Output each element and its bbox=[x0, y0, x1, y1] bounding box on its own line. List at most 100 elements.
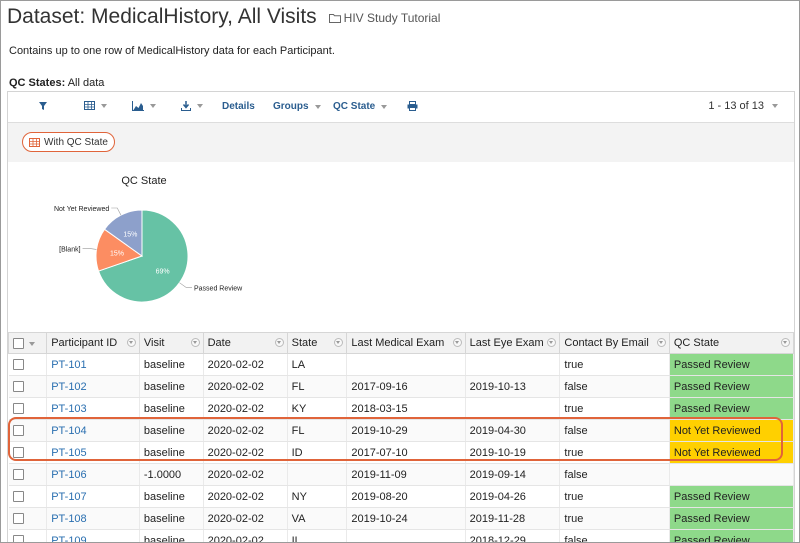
participant-link[interactable]: PT-105 bbox=[51, 446, 87, 459]
column-header-label: Last Medical Exam bbox=[351, 337, 445, 349]
table-cell: PT-108 bbox=[46, 507, 140, 530]
table-cell: 2018-12-29 bbox=[465, 529, 561, 542]
qc-state-label: QC State bbox=[333, 101, 376, 112]
qc-state-cell: Passed Review bbox=[669, 485, 795, 508]
table-cell: 2019-09-14 bbox=[465, 463, 561, 486]
column-header[interactable]: Date bbox=[202, 332, 288, 354]
groups-button[interactable]: Groups bbox=[273, 101, 321, 112]
column-header[interactable]: State bbox=[286, 332, 348, 354]
column-menu-icon[interactable] bbox=[547, 338, 557, 347]
select-all-header[interactable] bbox=[7, 332, 48, 354]
row-checkbox[interactable] bbox=[12, 469, 24, 481]
table-row: PT-109 baseline 2020-02-02 IL 2018-12-29 fals… bbox=[8, 529, 795, 543]
column-header[interactable]: Last Eye Exam bbox=[464, 332, 561, 354]
chevron-down-icon bbox=[772, 104, 778, 108]
view-pill-label: With QC State bbox=[44, 136, 108, 148]
participant-link[interactable]: PT-109 bbox=[51, 534, 87, 543]
column-header-label: QC State bbox=[673, 337, 720, 349]
column-header[interactable]: Last Medical Exam bbox=[346, 332, 466, 354]
table-cell: 2017-09-16 bbox=[346, 375, 466, 398]
row-select-cell bbox=[8, 419, 48, 442]
column-menu-icon[interactable] bbox=[190, 338, 200, 347]
title-row: Dataset: MedicalHistory, All Visits HIV … bbox=[7, 5, 440, 31]
pie-percent-label: 15% bbox=[110, 250, 124, 257]
table-cell: PT-106 bbox=[46, 463, 140, 486]
table-cell: PT-109 bbox=[46, 529, 140, 543]
chevron-down-icon bbox=[381, 104, 388, 109]
table-cell: 2018-03-15 bbox=[346, 397, 466, 420]
column-header[interactable]: Participant ID bbox=[46, 332, 140, 354]
column-menu-icon[interactable] bbox=[656, 338, 666, 347]
column-menu-icon[interactable] bbox=[781, 338, 790, 347]
row-checkbox[interactable] bbox=[12, 381, 24, 393]
chevron-down-icon[interactable] bbox=[29, 342, 36, 346]
row-select-cell bbox=[8, 353, 48, 376]
select-all-checkbox[interactable] bbox=[13, 337, 24, 349]
row-checkbox[interactable] bbox=[12, 359, 24, 371]
charts-button[interactable] bbox=[132, 101, 156, 111]
chevron-down-icon bbox=[101, 103, 107, 108]
table-cell: 2020-02-02 bbox=[203, 485, 288, 508]
table-cell: true bbox=[559, 441, 670, 464]
table-cell: baseline bbox=[139, 353, 204, 376]
table-cell: 2020-02-02 bbox=[203, 353, 288, 376]
column-header-label: Contact By Email bbox=[564, 337, 649, 349]
pie-slice[interactable] bbox=[103, 209, 143, 257]
grid-icon bbox=[84, 101, 95, 110]
participant-link[interactable]: PT-106 bbox=[51, 468, 87, 481]
qc-state-cell: Passed Review bbox=[669, 375, 795, 398]
participant-link[interactable]: PT-102 bbox=[51, 380, 87, 393]
folder-link[interactable]: HIV Study Tutorial bbox=[328, 11, 441, 25]
column-header[interactable]: Contact By Email bbox=[559, 332, 670, 354]
row-checkbox[interactable] bbox=[12, 491, 24, 503]
table-row: PT-102 baseline 2020-02-02 FL 2017-09-16 2019… bbox=[8, 375, 795, 398]
table-row: PT-101 baseline 2020-02-02 LA true Passed Rev… bbox=[8, 353, 795, 376]
table-cell: 2017-07-10 bbox=[346, 441, 466, 464]
row-select-cell bbox=[8, 375, 48, 398]
column-header[interactable]: Visit bbox=[138, 332, 204, 354]
table-cell: true bbox=[559, 353, 670, 376]
row-select-cell bbox=[8, 485, 48, 508]
column-header-label: Date bbox=[207, 337, 231, 349]
table-row: PT-106 -1.0000 2020-02-02 2019-11-09 2019-09… bbox=[8, 463, 795, 486]
row-checkbox[interactable] bbox=[12, 425, 24, 437]
pager[interactable]: 1 - 13 of 13 bbox=[708, 100, 778, 112]
table-cell bbox=[465, 397, 561, 420]
folder-link-label: HIV Study Tutorial bbox=[343, 11, 441, 25]
participant-link[interactable]: PT-103 bbox=[51, 402, 87, 415]
pager-label: 1 - 13 of 13 bbox=[708, 100, 764, 112]
table-cell: baseline bbox=[139, 529, 204, 542]
view-filter-pill[interactable]: With QC State bbox=[22, 132, 115, 152]
print-button[interactable] bbox=[407, 101, 418, 111]
table-cell bbox=[465, 353, 561, 376]
row-checkbox[interactable] bbox=[12, 403, 24, 415]
participant-link[interactable]: PT-107 bbox=[51, 490, 87, 503]
column-menu-icon[interactable] bbox=[126, 338, 136, 347]
participant-link[interactable]: PT-104 bbox=[51, 424, 87, 437]
grid-toolbar: Details Groups QC State 1 - 13 of 13 bbox=[8, 92, 794, 123]
qc-state-button[interactable]: QC State bbox=[333, 101, 388, 112]
participant-link[interactable]: PT-101 bbox=[51, 358, 87, 371]
column-menu-icon[interactable] bbox=[274, 338, 284, 347]
participant-link[interactable]: PT-108 bbox=[51, 512, 87, 525]
filter-button[interactable] bbox=[38, 101, 48, 111]
details-button[interactable]: Details bbox=[222, 101, 255, 112]
column-header[interactable]: QC State bbox=[668, 332, 795, 354]
row-checkbox[interactable] bbox=[12, 513, 24, 525]
table-row: PT-103 baseline 2020-02-02 KY 2018-03-15 true… bbox=[8, 397, 795, 420]
export-button[interactable] bbox=[181, 101, 203, 111]
table-cell: 2019-10-29 bbox=[346, 419, 466, 442]
grid-views-button[interactable] bbox=[84, 101, 107, 110]
qc-states: QC States: All data bbox=[9, 77, 104, 89]
qc-state-cell bbox=[669, 463, 795, 486]
row-select-cell bbox=[8, 441, 48, 464]
table-cell: PT-101 bbox=[46, 353, 140, 376]
qc-state-chart: QC State 69% Passed Review 15% [Blank] 15% No… bbox=[8, 162, 794, 332]
pie-slice-label: Passed Review bbox=[194, 285, 243, 292]
table-cell: PT-103 bbox=[46, 397, 140, 420]
column-menu-icon[interactable] bbox=[452, 338, 462, 347]
row-checkbox[interactable] bbox=[12, 447, 24, 459]
row-checkbox[interactable] bbox=[12, 535, 24, 542]
table-cell: PT-105 bbox=[46, 441, 140, 464]
column-menu-icon[interactable] bbox=[334, 338, 344, 347]
